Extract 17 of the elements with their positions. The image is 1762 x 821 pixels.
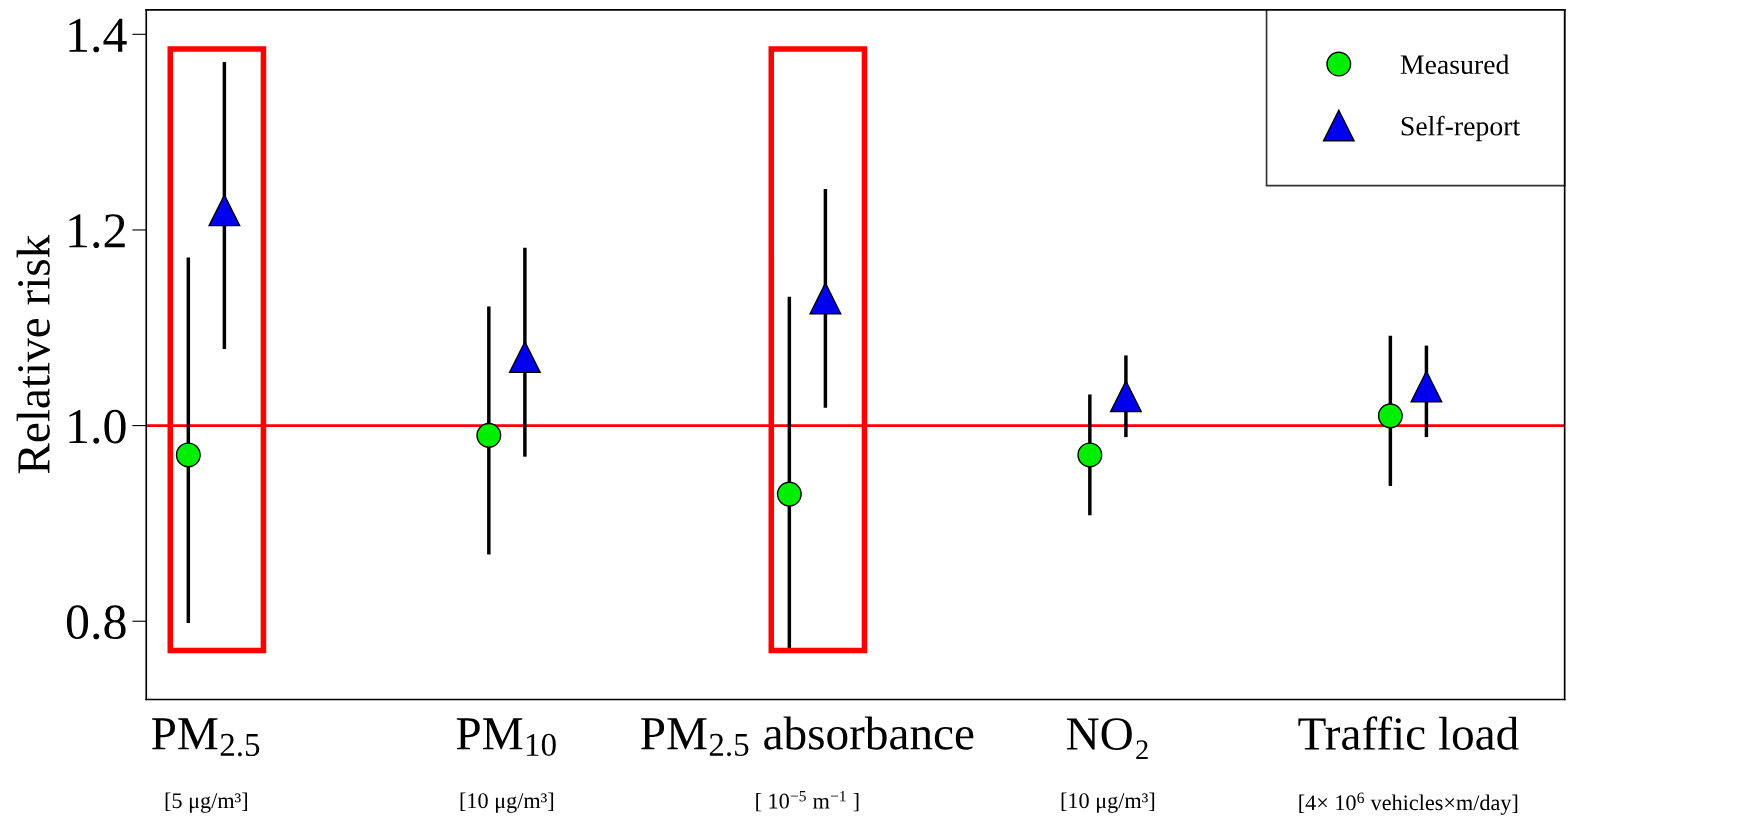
x-tick-label: PM$_{2.5}$ absorbance	[641, 716, 974, 757]
y-axis-title: Relative risk	[16, 234, 50, 474]
x-tick-label: NO₂	[1066, 718, 1148, 760]
y-tick-label: 1.0	[69, 409, 126, 444]
y-tick-label: 1.4	[69, 18, 127, 53]
text: [10 μg/m³]	[460, 792, 554, 813]
legend-label: Self-report	[1401, 115, 1521, 142]
y-tick-label: 0.8	[66, 605, 126, 640]
x-tick-label: Traffic load	[1298, 716, 1519, 750]
text: [10 μg/m³]	[1061, 792, 1155, 813]
legend-label: Measured	[1400, 54, 1510, 75]
text: [4× 10$^{6}$ vehicles×m/day]	[1299, 792, 1518, 815]
x-tick-label: PM$_{10}$	[456, 718, 556, 757]
text: [ 10$^{−5}$ m$^{−1}$ ]	[756, 790, 859, 812]
text: [5 μg/m³]	[165, 792, 248, 813]
x-tick-label: PM$_{2.5}$	[151, 718, 260, 757]
y-tick-label: 1.2	[69, 214, 125, 249]
